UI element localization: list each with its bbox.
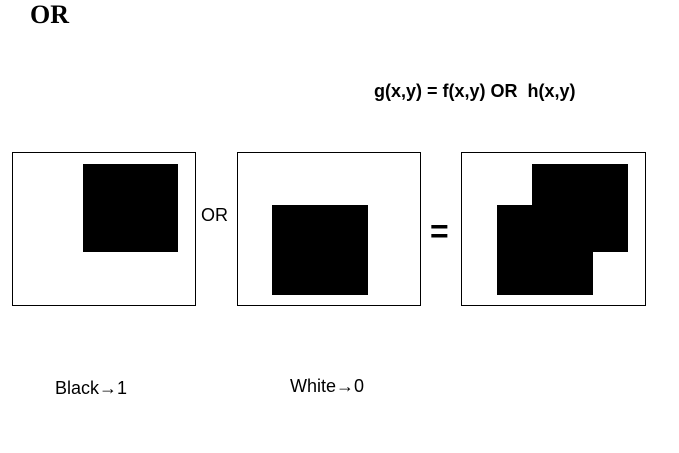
image-f-frame	[12, 152, 196, 306]
legend-white: White→0	[290, 376, 365, 396]
image-h-black-square	[272, 205, 368, 295]
image-h-frame	[237, 152, 421, 306]
legend-black: Black→1	[55, 378, 128, 398]
image-f-black-square	[83, 164, 178, 252]
image-g-black-region-lower	[497, 205, 593, 295]
image-g-frame	[461, 152, 646, 306]
or-operator-label: OR	[201, 205, 228, 225]
equals-sign: =	[430, 213, 449, 249]
slide-title: OR	[30, 0, 69, 29]
formula: g(x,y) = f(x,y) OR h(x,y)	[374, 81, 576, 101]
